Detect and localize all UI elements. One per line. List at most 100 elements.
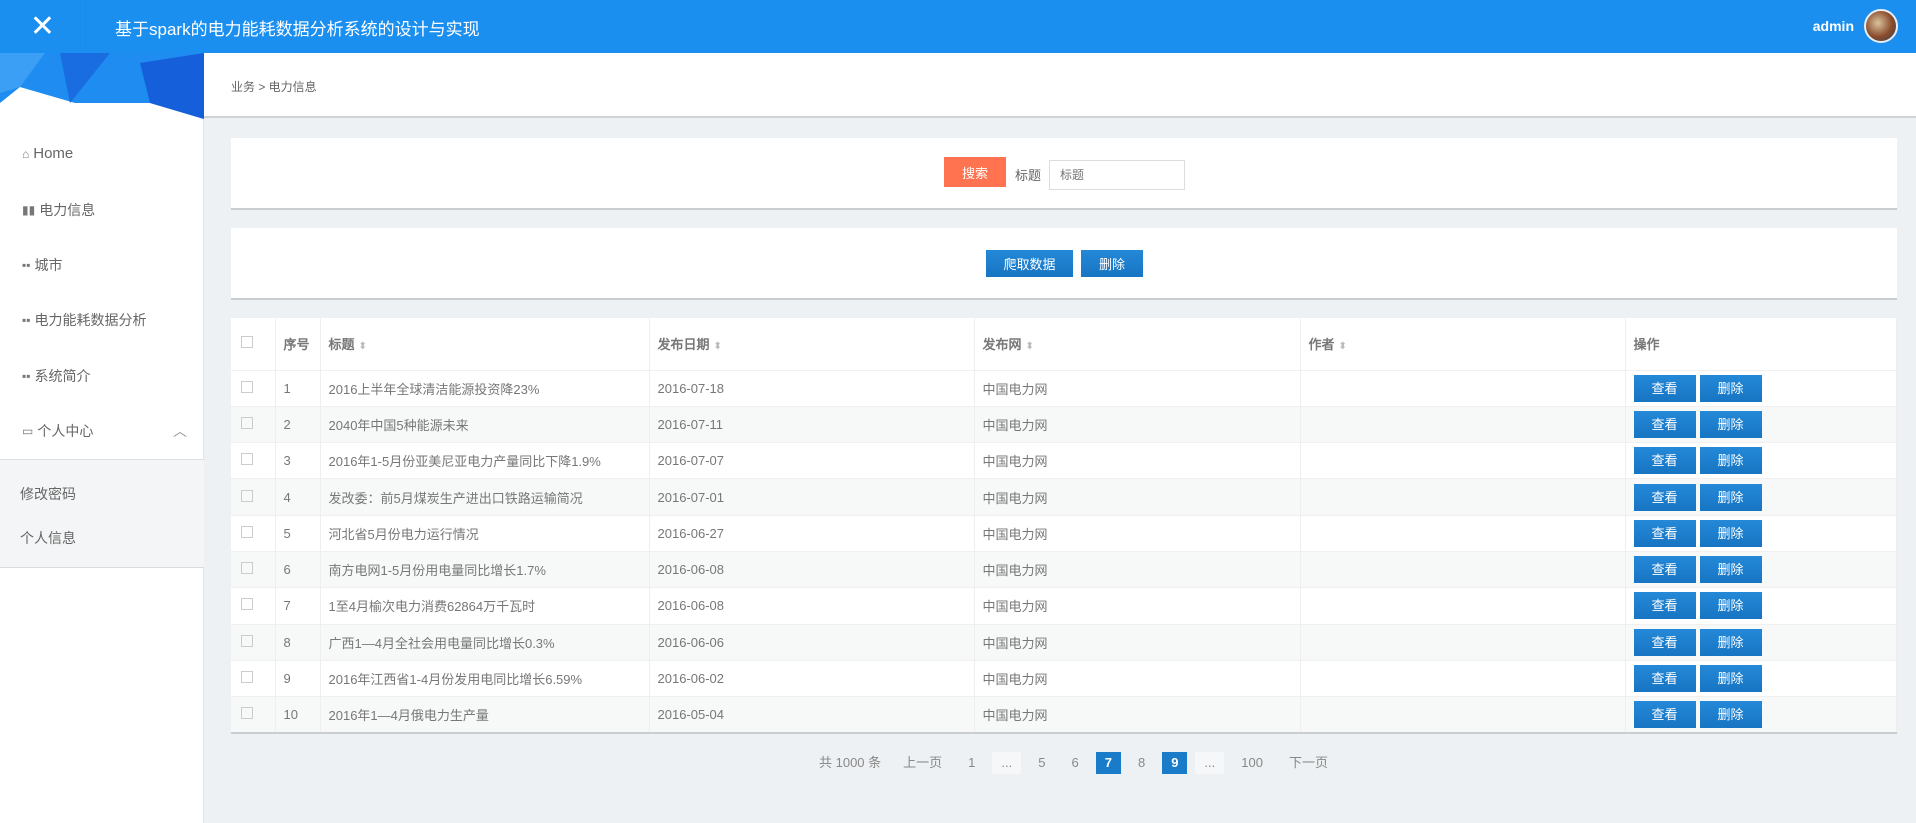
cell: 中国电力网 xyxy=(974,514,1301,552)
cell: 2016-07-01 xyxy=(649,478,975,516)
row-checkbox[interactable] xyxy=(241,380,253,393)
delete-button[interactable]: 删除 xyxy=(1699,447,1762,475)
cell xyxy=(1300,405,1626,443)
ellipsis[interactable]: ... xyxy=(1195,752,1225,774)
sidebar-banner xyxy=(0,53,204,119)
cell: 中国电力网 xyxy=(974,550,1301,588)
view-button[interactable]: 查看 xyxy=(1633,519,1696,547)
delete-button[interactable]: 删除 xyxy=(1699,519,1762,547)
row-checkbox[interactable] xyxy=(241,634,253,647)
view-button[interactable]: 查看 xyxy=(1633,410,1696,438)
search-button[interactable]: 搜索 xyxy=(944,157,1006,187)
sidebar-item-profile[interactable]: 个人信息 xyxy=(20,530,76,546)
page-5[interactable]: 5 xyxy=(1038,755,1046,770)
delete-button[interactable]: 删除 xyxy=(1699,628,1762,656)
cell: 6 xyxy=(275,550,321,588)
sidebar-item-change-password[interactable]: 修改密码 xyxy=(20,486,76,502)
sort-icon: ⬍ xyxy=(1338,341,1347,353)
page-7[interactable]: 7 xyxy=(1095,752,1121,774)
sidebar-item-analysis[interactable]: ▪▪ 电力能耗数据分析 xyxy=(22,312,147,328)
page-8[interactable]: 8 xyxy=(1137,755,1146,770)
table-header: 序号 标题 ⬍ 发布日期 ⬍ 发布网 ⬍ 作者 ⬍ 操作 xyxy=(231,318,1897,370)
sidebar-item-personal[interactable]: ▭ 个人中心 ︿ xyxy=(22,423,187,439)
delete-button[interactable]: 删除 xyxy=(1699,592,1762,620)
username: admin xyxy=(1812,18,1854,34)
view-button[interactable]: 查看 xyxy=(1633,665,1696,693)
table-row: 4 发改委：前5月煤炭生产进出口铁路运输简况 2016-07-01 中国电力网 查看 删除 xyxy=(231,478,1897,516)
delete-button[interactable]: 删除 xyxy=(1699,410,1762,438)
user-menu[interactable]: admin xyxy=(1813,9,1898,43)
col-date[interactable]: 发布日期 ⬍ xyxy=(649,318,975,370)
table-row: 10 2016年1—4月俄电力生产量 2016-05-04 中国电力网 查看 删除 xyxy=(231,696,1897,733)
app-title: 基于spark的电力能耗数据分析系统的设计与实现 xyxy=(115,20,480,39)
page-100[interactable]: 100 xyxy=(1241,755,1263,770)
sidebar-item-home[interactable]: ⌂ Home xyxy=(22,145,74,162)
cell: 发改委：前5月煤炭生产进出口铁路运输简况 xyxy=(320,478,650,516)
col-author[interactable]: 作者 ⬍ xyxy=(1300,318,1626,370)
view-button[interactable]: 查看 xyxy=(1633,628,1696,656)
delete-button[interactable]: 删除 xyxy=(1699,374,1762,402)
row-checkbox[interactable] xyxy=(241,453,253,466)
sidebar-submenu: 修改密码 个人信息 xyxy=(0,459,204,568)
cell xyxy=(1300,369,1626,407)
cell xyxy=(1300,659,1626,697)
row-checkbox[interactable] xyxy=(241,562,253,575)
search-panel: 搜索 标题 xyxy=(231,138,1897,210)
cell: 4 xyxy=(275,478,321,516)
view-button[interactable]: 查看 xyxy=(1633,556,1696,584)
page-6[interactable]: 6 xyxy=(1071,755,1079,770)
delete-button[interactable]: 删除 xyxy=(1699,665,1762,693)
col-source[interactable]: 发布网 ⬍ xyxy=(974,318,1301,370)
sidebar-item-power-info[interactable]: ▮▮ 电力信息 xyxy=(22,202,96,218)
cell: 中国电力网 xyxy=(974,405,1301,443)
cell: 7 xyxy=(275,587,321,625)
cell: 中国电力网 xyxy=(974,442,1301,479)
pagination: 共 1000 条 上一页 1... 5 6 7 8 9... 100 下一页 xyxy=(810,752,1341,774)
row-checkbox[interactable] xyxy=(241,671,253,684)
col-title[interactable]: 标题 ⬍ xyxy=(320,318,650,370)
cell xyxy=(1300,550,1626,588)
row-checkbox[interactable] xyxy=(241,489,253,502)
view-button[interactable]: 查看 xyxy=(1633,483,1696,511)
search-label: 标题 xyxy=(1015,168,1042,183)
cell: 中国电力网 xyxy=(974,587,1301,625)
title-search-input[interactable] xyxy=(1049,160,1185,190)
view-button[interactable]: 查看 xyxy=(1633,374,1696,402)
bulk-delete-button[interactable]: 删除 xyxy=(1081,250,1143,277)
crawl-data-button[interactable]: 爬取数据 xyxy=(986,250,1073,277)
row-checkbox[interactable] xyxy=(241,598,253,611)
page-9[interactable]: 9 xyxy=(1162,752,1188,774)
cell xyxy=(1300,514,1626,552)
cell: 2016-06-06 xyxy=(649,623,975,661)
cell: 10 xyxy=(275,696,321,733)
ellipsis[interactable]: ... xyxy=(992,752,1022,774)
next-page[interactable]: 下一页 xyxy=(1288,755,1328,770)
row-checkbox[interactable] xyxy=(241,416,253,429)
card-icon: ▭ xyxy=(22,424,34,438)
close-icon[interactable]: ✕ xyxy=(0,0,86,53)
view-button[interactable]: 查看 xyxy=(1633,592,1696,620)
cell: 2016-07-07 xyxy=(649,442,975,479)
view-button[interactable]: 查看 xyxy=(1633,447,1696,475)
delete-button[interactable]: 删除 xyxy=(1699,483,1762,511)
avatar[interactable] xyxy=(1864,9,1898,43)
cell: 2016年1—4月俄电力生产量 xyxy=(320,696,650,733)
delete-button[interactable]: 删除 xyxy=(1699,701,1762,729)
select-all-checkbox[interactable] xyxy=(241,336,253,349)
delete-button[interactable]: 删除 xyxy=(1699,556,1762,584)
cell: 2016年1-5月份亚美尼亚电力产量同比下降1.9% xyxy=(320,442,650,479)
table-row: 3 2016年1-5月份亚美尼亚电力产量同比下降1.9% 2016-07-07 中国电… xyxy=(231,442,1897,479)
page-1[interactable]: 1 xyxy=(968,755,976,770)
sidebar-item-intro[interactable]: ▪▪ 系统简介 xyxy=(22,368,91,384)
row-checkbox[interactable] xyxy=(241,525,253,538)
cell: 中国电力网 xyxy=(974,478,1301,516)
table-row: 2 2040年中国5种能源未来 2016-07-11 中国电力网 查看 删除 xyxy=(231,405,1897,443)
sidebar-item-city[interactable]: ▪▪ 城市 xyxy=(22,257,63,273)
top-bar: ✕ 基于spark的电力能耗数据分析系统的设计与实现 admin xyxy=(0,0,1916,53)
prev-page[interactable]: 上一页 xyxy=(903,755,943,770)
cell: 5 xyxy=(275,514,321,552)
view-button[interactable]: 查看 xyxy=(1633,701,1696,729)
row-checkbox[interactable] xyxy=(241,707,253,720)
cell xyxy=(1300,696,1626,733)
cell: 2 xyxy=(275,405,321,443)
